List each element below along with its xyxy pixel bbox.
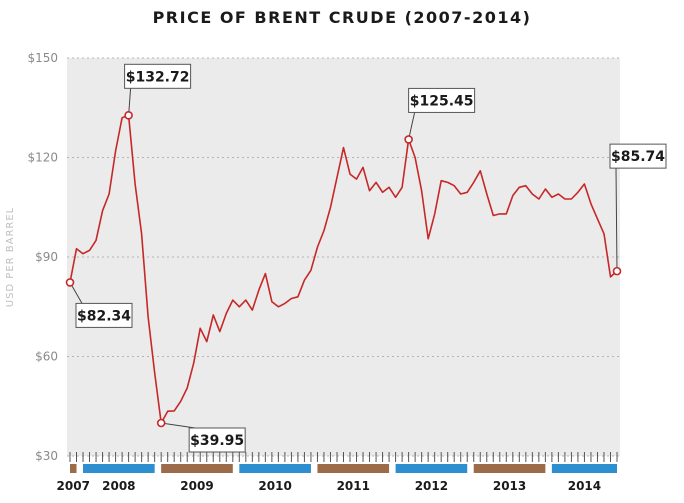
callout-label: $132.72 [126,69,190,85]
year-band-2014 [551,464,617,473]
year-band-2012 [395,464,468,473]
year-band-2010 [239,464,311,473]
year-label: 2011 [337,479,370,493]
x-axis-tick-marks [69,452,618,462]
year-label: 2014 [568,479,601,493]
y-tick-label: $60 [35,350,58,364]
highlight-marker [124,111,133,120]
year-band-2009 [161,464,233,473]
callout-leader [408,112,416,140]
highlight-marker [65,278,75,287]
callout-label: $85.74 [611,149,665,165]
annotation-2: $39.95 [156,418,246,453]
callout-leader [615,168,618,272]
year-label: 2008 [102,479,135,493]
highlight-marker [156,418,166,428]
year-band-2008 [83,464,155,473]
year-label: 2013 [493,479,526,493]
year-label: 2012 [415,479,448,493]
chart-title: PRICE OF BRENT CRUDE (2007-2014) [153,8,532,27]
y-tick-label: $150 [27,51,58,65]
callout-label: $82.34 [77,308,131,324]
callout-label: $39.95 [190,433,244,449]
year-band-2011 [317,464,390,473]
year-bands [70,464,617,473]
year-label: 2010 [258,479,291,493]
callout-box [188,427,246,453]
year-label: 2009 [180,479,213,493]
year-label: 2007 [57,479,90,493]
annotation-0: $82.34 [65,278,133,328]
callout-leader [161,422,196,429]
annotation-3: $125.45 [404,87,476,144]
annotation-layer: $82.34 $132.72 $39.95 $125.45 $85.74 [65,63,667,453]
annotation-1: $132.72 [124,63,192,120]
annotation-4: $85.74 [609,143,667,276]
y-axis-label: USD PER BARREL [5,207,16,308]
y-tick-label: $30 [35,449,58,463]
y-axis-ticks: $150 $120 $90 $60 $30 [27,51,58,463]
callout-leader [128,88,132,116]
year-band-2007 [70,464,77,473]
callout-box [609,143,667,169]
y-tick-label: $120 [27,151,58,165]
y-tick-label: $90 [35,250,58,264]
year-band-2013 [473,464,546,473]
highlight-marker [612,266,622,276]
highlight-marker [404,135,413,144]
callout-box [408,87,476,113]
callout-box [124,63,192,89]
year-labels: 2007 2008 2009 2010 2011 2012 2013 2014 [57,479,602,493]
callout-label: $125.45 [410,93,474,109]
callout-box [75,302,133,328]
